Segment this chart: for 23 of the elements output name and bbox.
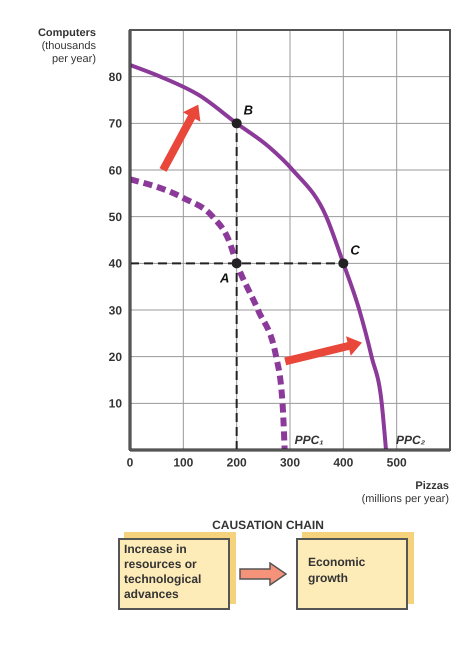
series-label: PPC₂ [396, 433, 426, 447]
y-tick-label: 20 [108, 350, 122, 364]
x-tick-label: 500 [386, 456, 407, 470]
y-tick-label: 40 [108, 256, 122, 271]
line-series [130, 63, 388, 450]
y-axis-title: Computers (thousands per year) [36, 26, 96, 66]
x-axis-title: Pizzas (millions per year) [360, 480, 449, 506]
annotation: A [218, 270, 230, 286]
y-tick-label: 50 [108, 210, 122, 224]
x-tick-label: 100 [173, 456, 194, 470]
x-tick-label: 200 [226, 456, 247, 470]
y-tick-label: 80 [108, 70, 122, 84]
series-label: PPC₁ [294, 433, 324, 447]
y-tick-label: 10 [108, 396, 122, 411]
y-tick-label: 60 [108, 163, 122, 178]
x-tick-label: 300 [280, 456, 300, 470]
annotation: C [350, 242, 360, 258]
text: CAUSATION CHAIN [211, 518, 325, 532]
x-tick-label: 400 [333, 456, 354, 470]
x-tick-label: 0 [126, 456, 134, 470]
y-tick-label: 30 [108, 303, 122, 318]
y-tick-label: 70 [108, 116, 122, 131]
annotation: B [244, 102, 254, 118]
